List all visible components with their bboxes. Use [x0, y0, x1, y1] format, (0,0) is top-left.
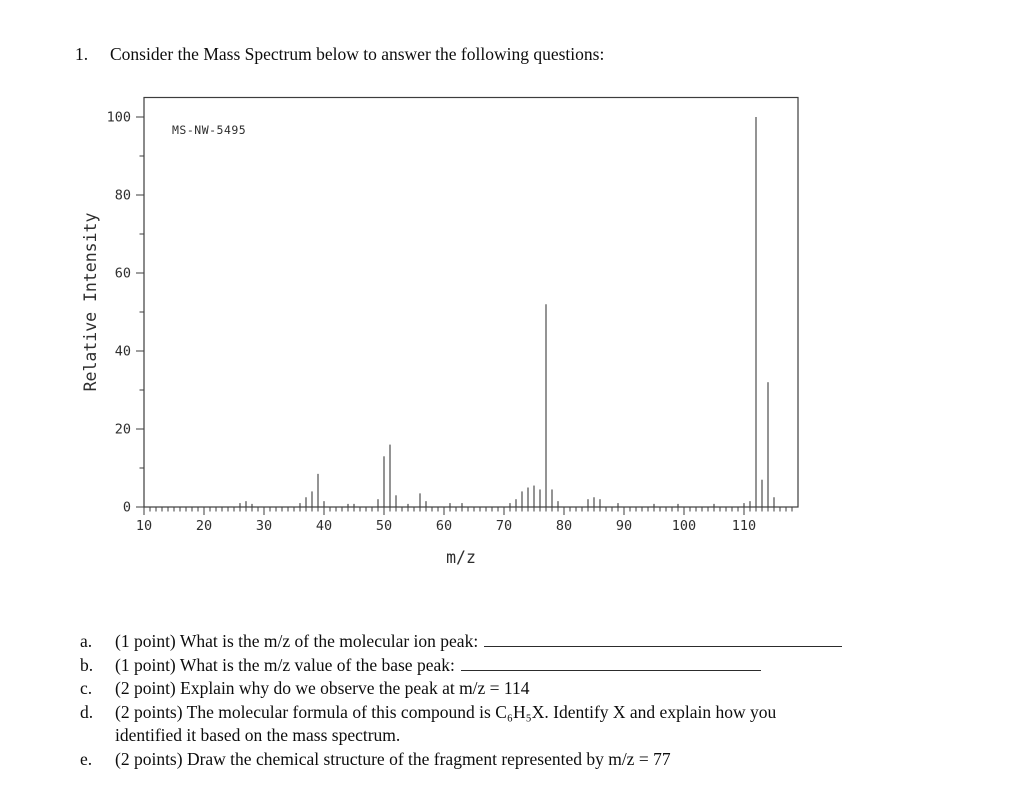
- y-tick-label: 100: [107, 110, 131, 126]
- x-tick-label: 100: [672, 518, 696, 534]
- answer-blank-b: [460, 656, 761, 671]
- answer-blank-a: [484, 632, 843, 647]
- questions-list: a. (1 point) What is the m/z of the molec…: [80, 630, 1000, 772]
- question-number: 1.: [75, 44, 89, 64]
- question-c: c. (2 point) Explain why do we observe th…: [80, 677, 1000, 701]
- x-tick-label: 30: [256, 518, 272, 534]
- question-e-label: e.: [80, 748, 93, 769]
- spectrum-id-label: MS-NW-5495: [172, 123, 246, 137]
- y-axis-label: Relative Intensity: [81, 213, 100, 392]
- question-heading-text: Consider the Mass Spectrum below to answ…: [110, 44, 605, 64]
- question-d: d. (2 points) The molecular formula of th…: [80, 701, 1000, 725]
- question-d-continued: identified it based on the mass spectrum…: [80, 724, 1000, 748]
- y-tick-label: 80: [115, 188, 131, 204]
- x-tick-label: 40: [316, 518, 332, 534]
- question-a-text: (1 point) What is the m/z of the molecul…: [115, 631, 479, 651]
- x-tick-label: 70: [496, 518, 512, 534]
- spectrum-svg: 10 20 30 40 50 60 70 80 90 100 110 0 20 40 60 80 100 MS-N…: [81, 96, 799, 567]
- x-tick-label: 80: [556, 518, 572, 534]
- question-b-text: (1 point) What is the m/z value of the b…: [115, 654, 455, 675]
- question-a: a. (1 point) What is the m/z of the molec…: [80, 630, 1000, 654]
- question-b: b. (1 point) What is the m/z value of the…: [80, 654, 1000, 678]
- question-e: e. (2 points) Draw the chemical structure…: [80, 748, 1000, 772]
- y-tick-label: 20: [115, 422, 131, 438]
- question-b-label: b.: [80, 654, 94, 675]
- y-tick-label: 0: [123, 500, 131, 516]
- x-tick-label: 90: [616, 518, 632, 534]
- x-tick-label: 110: [732, 518, 756, 534]
- question-c-text: (2 point) Explain why do we observe the …: [115, 678, 530, 699]
- question-d-label: d.: [80, 701, 94, 722]
- mass-spectrum-chart: 10 20 30 40 50 60 70 80 90 100 110 0 20 40 60 80 100 MS-N…: [60, 85, 820, 585]
- y-tick-label: 40: [115, 344, 131, 360]
- x-tick-label: 60: [436, 518, 452, 534]
- x-tick-label: 20: [196, 518, 212, 534]
- question-a-label: a.: [80, 631, 93, 651]
- plot-frame: [143, 96, 799, 508]
- x-tick-label: 10: [136, 518, 152, 534]
- x-axis-label: m/z: [446, 548, 476, 567]
- y-tick-label: 60: [115, 266, 131, 282]
- question-e-text: (2 points) Draw the chemical structure o…: [115, 748, 671, 769]
- question-heading: 1. Consider the Mass Spectrum below to an…: [75, 44, 604, 65]
- question-d-text: (2 points) The molecular formula of this…: [115, 701, 777, 722]
- question-d-cont-text: identified it based on the mass spectrum…: [115, 725, 401, 746]
- question-c-label: c.: [80, 678, 93, 699]
- x-tick-label: 50: [376, 518, 392, 534]
